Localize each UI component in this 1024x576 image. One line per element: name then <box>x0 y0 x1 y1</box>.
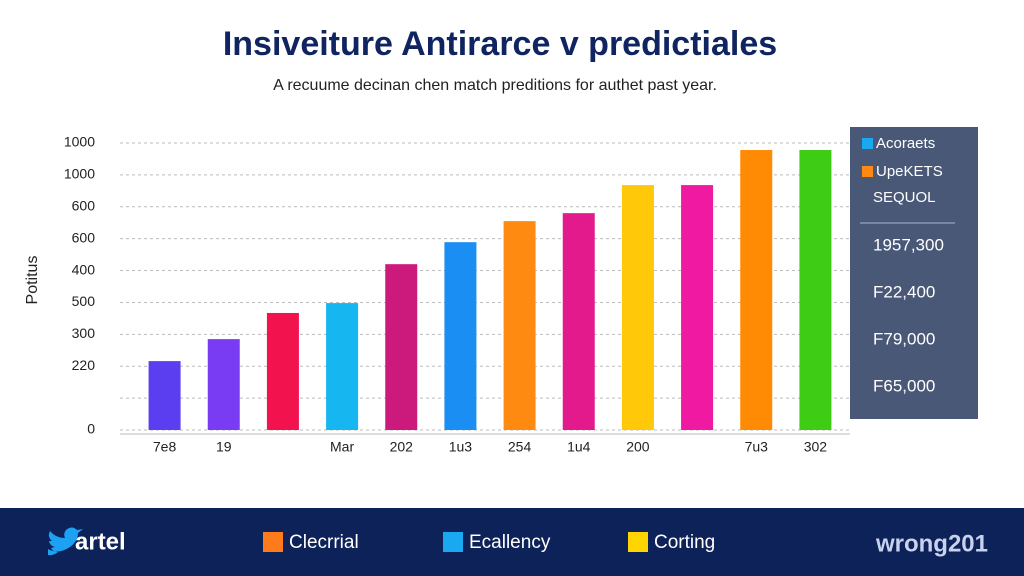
panel-figure: F22,400 <box>873 282 935 301</box>
bar <box>799 150 832 430</box>
legend-label: Acoraets <box>876 135 935 152</box>
footer-legend-label: Ecallency <box>469 532 551 553</box>
y-tick-label: 300 <box>72 325 96 341</box>
footer-brand: artel <box>75 528 126 555</box>
footer-swatch <box>263 532 283 552</box>
bar <box>385 264 418 430</box>
y-tick-label: 500 <box>72 293 96 309</box>
panel-figure: F79,000 <box>873 329 935 348</box>
x-tick-label: 254 <box>508 439 532 455</box>
bar <box>444 242 477 430</box>
bar <box>207 339 240 430</box>
y-tick-label: 0 <box>87 421 95 437</box>
footer-swatch <box>443 532 463 552</box>
bar <box>503 221 536 430</box>
panel-figure: 1957,300 <box>873 235 944 254</box>
x-tick-label: 19 <box>216 439 232 455</box>
x-tick-label: 200 <box>626 439 650 455</box>
bar <box>681 185 714 430</box>
footer-bar <box>0 508 1024 576</box>
x-tick-label: 1u4 <box>567 439 591 455</box>
y-tick-label: 600 <box>72 197 96 213</box>
brand-icon <box>48 527 83 556</box>
y-tick-label: 1000 <box>64 166 95 182</box>
x-tick-label: 1u3 <box>449 439 473 455</box>
footer-legend-label: Corting <box>654 532 715 553</box>
legend-swatch <box>862 138 873 149</box>
chart-subtitle: A recuume decinan chen match preditions … <box>273 77 717 94</box>
y-tick-label: 400 <box>72 261 96 277</box>
legend-swatch <box>862 166 873 177</box>
footer-swatch <box>628 532 648 552</box>
x-tick-label: 7e8 <box>153 439 177 455</box>
y-tick-label: 600 <box>72 229 96 245</box>
bar <box>326 303 359 430</box>
y-tick-label: 220 <box>72 357 96 373</box>
legend-label: UpeKETS <box>876 163 943 180</box>
x-tick-label: 302 <box>804 439 828 455</box>
bar <box>740 150 773 430</box>
y-axis-label: Potitus <box>24 256 41 305</box>
panel-heading: SEQUOL <box>873 189 936 206</box>
x-tick-label: 7u3 <box>745 439 769 455</box>
bar <box>562 213 595 430</box>
x-tick-label: 202 <box>390 439 414 455</box>
footer-right: wrong201 <box>875 530 988 557</box>
bar <box>621 185 654 430</box>
chart-title: Insiveiture Antirarce v predictiales <box>223 25 777 63</box>
bar <box>148 361 181 430</box>
bar <box>266 312 299 430</box>
panel-figure: F65,000 <box>873 376 935 395</box>
footer-legend-label: Clecrrial <box>289 532 359 553</box>
y-tick-label: 1000 <box>64 134 95 150</box>
x-tick-label: Mar <box>330 439 354 455</box>
